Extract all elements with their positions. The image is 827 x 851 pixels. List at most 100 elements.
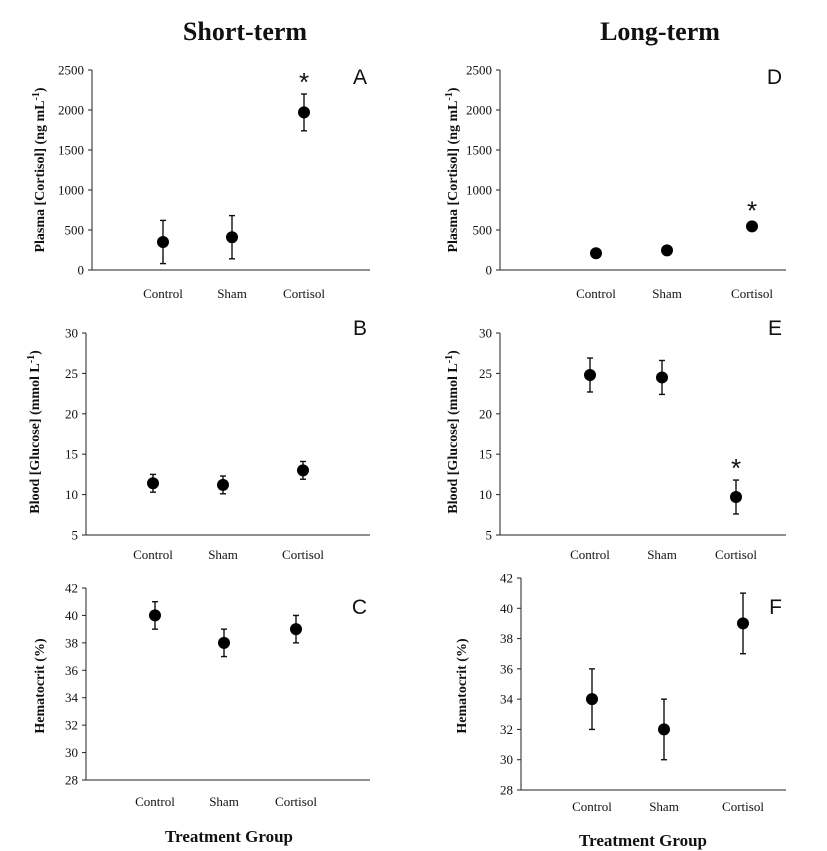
data-point bbox=[298, 106, 310, 119]
y-axis-label: Plasma [Cortisol] (ng mL-1) bbox=[444, 87, 461, 252]
y-tick-label: 36 bbox=[65, 663, 79, 678]
significance-asterisk: * bbox=[731, 453, 741, 483]
x-tick-label: Cortisol bbox=[275, 794, 317, 809]
x-tick-label: Control bbox=[572, 799, 612, 814]
x-tick-label: Sham bbox=[217, 286, 247, 301]
data-point bbox=[658, 723, 670, 736]
column-title-short-term: Short-term bbox=[183, 17, 308, 46]
panel-C: 28 30 32 34 36 38 40 42 Hematocrit (%) C Control Sh… bbox=[33, 581, 370, 809]
x-tick-label: Control bbox=[135, 794, 175, 809]
y-tick-label: 5 bbox=[72, 528, 79, 543]
y-tick-label: 20 bbox=[479, 406, 492, 421]
y-tick-label: 28 bbox=[500, 783, 513, 798]
y-tick-label: 1000 bbox=[58, 183, 84, 198]
y-tick-label: 38 bbox=[65, 635, 78, 650]
y-tick-label: 1500 bbox=[58, 143, 84, 158]
data-point bbox=[584, 369, 596, 382]
data-point bbox=[149, 609, 161, 622]
column-title-long-term: Long-term bbox=[600, 17, 720, 46]
y-tick-label: 25 bbox=[479, 366, 492, 381]
panel-letter: E bbox=[768, 317, 782, 340]
x-tick-label: Cortisol bbox=[283, 286, 325, 301]
x-tick-label: Control bbox=[143, 286, 183, 301]
y-tick-label: 40 bbox=[500, 601, 513, 616]
panel-letter: C bbox=[352, 596, 367, 619]
y-tick-label: 30 bbox=[65, 745, 78, 760]
x-tick-label: Sham bbox=[209, 794, 239, 809]
y-tick-label: 25 bbox=[65, 366, 78, 381]
panel-B: 5 10 15 20 25 30 Blood [Glucose] (mmol L-1) B Co… bbox=[26, 317, 370, 562]
significance-asterisk: * bbox=[299, 67, 309, 97]
x-tick-label: Sham bbox=[208, 547, 238, 562]
y-tick-label: 32 bbox=[65, 718, 78, 733]
x-axis-label-right: Treatment Group bbox=[579, 831, 707, 850]
y-tick-label: 30 bbox=[479, 326, 492, 341]
significance-asterisk: * bbox=[747, 195, 757, 225]
y-tick-label: 5 bbox=[486, 528, 493, 543]
y-tick-label: 10 bbox=[479, 487, 492, 502]
data-point bbox=[217, 478, 229, 491]
data-point bbox=[737, 617, 749, 630]
panel-letter: F bbox=[769, 596, 782, 619]
y-tick-label: 28 bbox=[65, 773, 78, 788]
y-axis-label: Blood [Glucose] (mmol L-1) bbox=[444, 350, 461, 514]
y-tick-label: 20 bbox=[65, 406, 78, 421]
y-tick-label: 10 bbox=[65, 487, 78, 502]
data-point bbox=[746, 220, 758, 233]
y-axis-label: Hematocrit (%) bbox=[33, 638, 48, 734]
panel-letter: B bbox=[353, 317, 367, 340]
y-tick-label: 0 bbox=[486, 263, 493, 278]
x-tick-label: Cortisol bbox=[722, 799, 764, 814]
data-point bbox=[147, 477, 159, 490]
y-tick-label: 15 bbox=[65, 447, 78, 462]
data-point bbox=[586, 693, 598, 706]
y-axis-label: Hematocrit (%) bbox=[455, 638, 470, 734]
y-tick-label: 500 bbox=[65, 223, 85, 238]
y-tick-label: 1500 bbox=[466, 143, 492, 158]
panel-D: 0 500 1000 1500 2000 2500 Plasma [Cortisol] (n… bbox=[444, 63, 786, 301]
x-tick-label: Cortisol bbox=[731, 286, 773, 301]
x-tick-label: Cortisol bbox=[282, 547, 324, 562]
data-point bbox=[218, 636, 230, 649]
x-axis-label-left: Treatment Group bbox=[165, 827, 293, 846]
y-tick-label: 500 bbox=[473, 223, 493, 238]
y-tick-label: 34 bbox=[500, 692, 514, 707]
data-point bbox=[590, 247, 602, 260]
y-tick-label: 0 bbox=[78, 263, 85, 278]
x-tick-label: Cortisol bbox=[715, 547, 757, 562]
y-tick-label: 2500 bbox=[466, 63, 492, 78]
data-point bbox=[730, 491, 742, 504]
y-tick-label: 30 bbox=[65, 326, 78, 341]
panel-letter: D bbox=[767, 66, 782, 89]
y-axis-label: Plasma [Cortisol] (ng mL-1) bbox=[31, 87, 48, 252]
y-tick-label: 36 bbox=[500, 661, 514, 676]
y-tick-label: 38 bbox=[500, 631, 513, 646]
data-point bbox=[661, 244, 673, 257]
panel-F: 28 30 32 34 36 38 40 42 Hematocrit (%) F Control Sh… bbox=[455, 571, 786, 814]
x-tick-label: Sham bbox=[652, 286, 682, 301]
y-tick-label: 1000 bbox=[466, 183, 492, 198]
x-tick-label: Control bbox=[576, 286, 616, 301]
y-tick-label: 15 bbox=[479, 447, 492, 462]
x-tick-label: Control bbox=[570, 547, 610, 562]
x-tick-label: Sham bbox=[647, 547, 677, 562]
y-tick-label: 40 bbox=[65, 608, 78, 623]
panel-A: 0 500 1000 1500 2000 2500 Plasma [Cortisol] (n… bbox=[31, 63, 370, 301]
y-axis-label: Blood [Glucose] (mmol L-1) bbox=[26, 350, 43, 514]
y-tick-label: 2000 bbox=[58, 103, 84, 118]
y-tick-label: 2000 bbox=[466, 103, 492, 118]
y-tick-label: 32 bbox=[500, 722, 513, 737]
data-point bbox=[297, 464, 309, 477]
x-tick-label: Control bbox=[133, 547, 173, 562]
data-point bbox=[656, 371, 668, 384]
y-tick-label: 2500 bbox=[58, 63, 84, 78]
panel-letter: A bbox=[353, 66, 367, 89]
panel-E: 5 10 15 20 25 30 Blood [Glucose] (mmol L-1) E Co… bbox=[444, 317, 786, 562]
y-tick-label: 42 bbox=[500, 571, 513, 586]
data-point bbox=[157, 236, 169, 248]
y-tick-label: 30 bbox=[500, 752, 513, 767]
y-tick-label: 34 bbox=[65, 690, 79, 705]
y-tick-label: 42 bbox=[65, 581, 78, 596]
data-point bbox=[290, 623, 302, 636]
